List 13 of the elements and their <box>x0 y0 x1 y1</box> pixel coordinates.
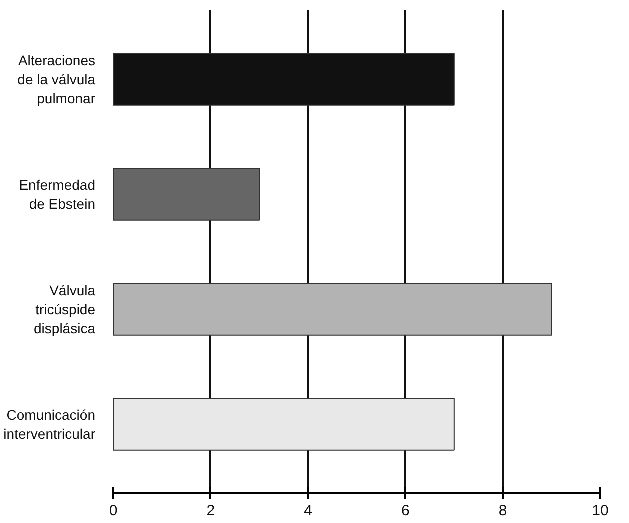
bar <box>114 398 455 451</box>
y-tick-label: Enfermedad de Ebstein <box>19 176 96 212</box>
x-tick-label: 8 <box>498 502 508 520</box>
bar <box>114 168 260 221</box>
x-tick-label: 2 <box>206 502 216 520</box>
y-tick-label: Válvula tricúspide displásica <box>34 282 96 337</box>
x-tick-label: 10 <box>592 502 609 520</box>
y-tick-label: Comunicación interventricular <box>4 406 96 442</box>
y-tick-label: Alteraciones de la válvula pulmonar <box>18 52 96 107</box>
x-tick-label: 4 <box>304 502 312 520</box>
bar <box>114 283 552 336</box>
x-tick-label: 6 <box>402 502 410 520</box>
x-tick-label: 0 <box>109 502 118 520</box>
